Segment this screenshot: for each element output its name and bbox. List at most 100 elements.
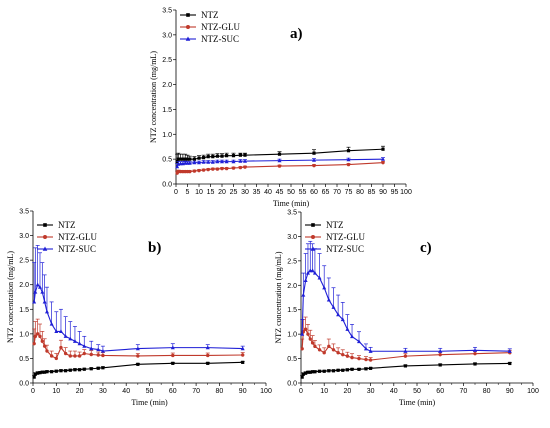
data-point — [185, 157, 190, 161]
legend-label: NTZ-GLU — [326, 232, 365, 242]
data-point — [312, 157, 316, 162]
x-tick-label: 100 — [260, 388, 272, 395]
data-point — [82, 343, 87, 348]
y-tick-label: 2.5 — [162, 57, 172, 64]
series-ntz-suc — [32, 245, 245, 353]
data-point — [300, 331, 305, 336]
data-point — [322, 351, 326, 355]
data-point — [243, 158, 247, 163]
data-point — [322, 369, 326, 373]
data-point — [346, 149, 351, 153]
x-tick-label: 0 — [31, 388, 35, 395]
data-point — [225, 154, 229, 158]
data-point — [45, 349, 49, 353]
data-point — [364, 367, 368, 371]
data-point — [312, 163, 316, 168]
data-point — [303, 278, 308, 282]
data-point — [188, 169, 192, 174]
data-point — [220, 154, 224, 158]
data-point — [327, 344, 331, 349]
data-point — [170, 345, 175, 350]
x-tick-label: 0 — [174, 189, 178, 196]
x-tick-label: 40 — [390, 388, 398, 395]
data-point — [179, 157, 183, 161]
series-line — [176, 162, 384, 174]
data-point — [32, 299, 37, 304]
data-point — [277, 164, 282, 168]
data-point — [301, 292, 306, 297]
data-point — [438, 363, 442, 367]
data-point — [42, 344, 47, 348]
y-axis-title: NTZ concentration (mg/mL) — [274, 251, 283, 343]
y-tick-label: 3.5 — [19, 209, 29, 216]
data-point — [317, 275, 322, 280]
data-point — [301, 372, 305, 376]
data-point — [101, 366, 105, 370]
data-point — [33, 289, 38, 294]
y-tick-label: 0.0 — [162, 182, 172, 189]
data-point — [42, 299, 47, 304]
data-point — [197, 156, 201, 160]
y-axis-title: NTZ concentration (mg/mL) — [6, 251, 15, 343]
data-point — [300, 375, 304, 379]
x-tick-label: 10 — [52, 388, 60, 395]
y-tick-label: 3.5 — [287, 210, 297, 217]
data-point — [96, 366, 100, 370]
data-point — [313, 344, 317, 349]
series-line — [301, 270, 510, 352]
data-point — [331, 369, 336, 373]
data-point — [37, 284, 42, 289]
data-point — [224, 159, 229, 164]
chart-panel-3: 0.0 0.5 1.0 1.5 2.0 2.5 3.0 3.5 0 10 20 30 40 50 60 70 8… — [274, 210, 539, 408]
data-point — [63, 351, 68, 356]
legend: NTZ NTZ-GLU NTZ-SUC — [305, 220, 365, 254]
data-point — [304, 371, 308, 375]
legend: NTZ NTZ-GLU NTZ-SUC — [37, 220, 97, 254]
data-point — [32, 375, 36, 379]
data-point — [33, 334, 38, 339]
series-ntz-glu — [32, 318, 245, 361]
legend-marker — [43, 223, 47, 227]
legend-label: NTZ-GLU — [58, 232, 97, 242]
data-point — [40, 370, 44, 374]
data-point — [73, 354, 77, 358]
y-tick-label: 0.0 — [287, 381, 297, 388]
data-point — [508, 361, 512, 366]
data-point — [317, 348, 322, 352]
data-point — [68, 336, 73, 341]
data-point — [381, 160, 385, 165]
data-point — [310, 268, 315, 273]
data-point — [327, 369, 331, 373]
data-point — [224, 166, 229, 171]
x-tick-label: 50 — [146, 388, 154, 395]
data-point — [303, 327, 308, 331]
data-point — [176, 157, 180, 161]
data-point — [135, 346, 140, 351]
panel-label: b) — [148, 240, 161, 256]
data-point — [73, 368, 77, 372]
data-point — [345, 368, 349, 372]
data-point — [136, 362, 140, 366]
x-tick-label: 15 — [207, 189, 215, 196]
y-tick-label: 0.5 — [162, 157, 172, 164]
data-point — [202, 156, 206, 160]
data-point — [54, 369, 58, 373]
data-point — [77, 354, 82, 358]
y-tick-label: 1.0 — [162, 132, 172, 139]
legend-marker — [42, 246, 48, 251]
y-tick-label: 1.5 — [19, 307, 29, 314]
x-tick-label: 95 — [391, 189, 399, 196]
x-tick-label: 80 — [216, 388, 224, 395]
legend-marker — [186, 25, 190, 29]
series-ntz-suc — [300, 240, 512, 353]
x-tick-label: 10 — [195, 189, 203, 196]
data-point — [403, 364, 407, 368]
series-line — [33, 283, 243, 352]
data-point — [350, 355, 354, 360]
data-point — [311, 370, 315, 374]
data-point — [238, 153, 242, 157]
data-point — [206, 155, 210, 159]
data-point — [49, 354, 54, 358]
data-point — [38, 371, 42, 375]
